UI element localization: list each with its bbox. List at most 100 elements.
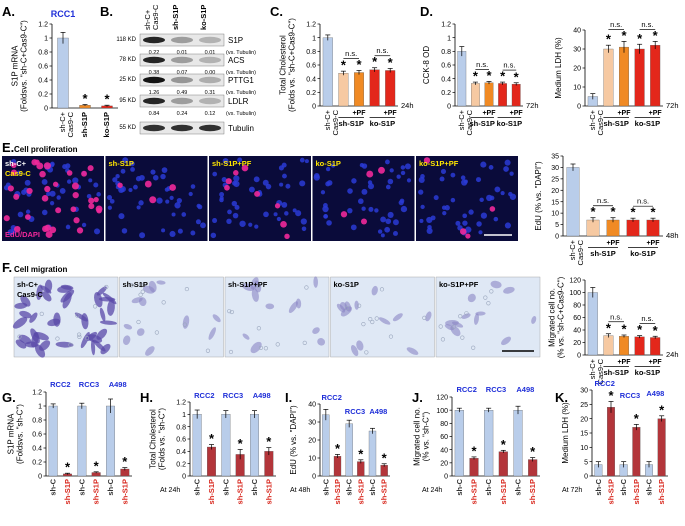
- x-tick-label: sh-S1P: [657, 479, 666, 504]
- cell-line-label: RCC2: [321, 393, 341, 402]
- blot-mw-label: 25 KD: [119, 77, 136, 83]
- nucleus-dot: [493, 216, 499, 222]
- nucleus-dot: [504, 222, 511, 229]
- migration-image: ko-S1P: [330, 276, 435, 358]
- nucleus-dot: [219, 196, 224, 201]
- blot-protein-label: S1P: [228, 36, 243, 45]
- nucleus-dot: [176, 197, 182, 204]
- bar: [454, 410, 464, 477]
- y-tick-label: 20: [573, 340, 581, 347]
- significance-star: *: [637, 322, 643, 337]
- image-background: [209, 156, 311, 241]
- nucleus-dot: [109, 199, 115, 204]
- nucleus-dot: [190, 230, 196, 236]
- bar: [619, 336, 629, 356]
- image-label: ko-S1P+PF: [439, 280, 479, 289]
- y-tick-label: 0.8: [306, 49, 316, 56]
- edu-dot: [73, 217, 80, 224]
- microscopy-image: sh-S1P: [105, 156, 208, 241]
- edu-dot: [117, 182, 123, 188]
- pore: [182, 322, 187, 327]
- stain-label: EdU/DAPI: [5, 230, 40, 239]
- nucleus-dot: [392, 219, 399, 226]
- bar: [650, 337, 661, 356]
- nucleus-dot: [350, 224, 357, 231]
- cell-shape: [378, 317, 391, 325]
- image-background: [119, 276, 224, 358]
- x-tick-label: sh-S1P: [120, 479, 129, 504]
- nucleus-dot: [233, 175, 240, 182]
- pore: [302, 340, 307, 346]
- nucleus-dot: [304, 159, 309, 164]
- image-background: [330, 276, 435, 358]
- x-tick-label: sh-C+Cas9-C: [323, 109, 340, 135]
- nucleus-dot: [486, 194, 493, 202]
- bar: [221, 414, 231, 477]
- migration-image: ko-S1P+PF: [435, 276, 541, 358]
- significance-star: *: [65, 460, 71, 475]
- nucleus-dot: [212, 171, 218, 177]
- pore: [258, 345, 264, 351]
- bar: [498, 451, 508, 477]
- label-line: S1P mRNA: [11, 45, 20, 86]
- nucleus-dot: [16, 170, 21, 175]
- nucleus-dot: [292, 208, 297, 213]
- bar: [528, 459, 538, 477]
- y-tick-label: 0: [182, 474, 186, 481]
- label-line: (% vs. "sh-C"): [422, 411, 431, 461]
- nucleus-dot: [107, 205, 112, 210]
- blot-band: [171, 56, 193, 64]
- y-tick-label: 60: [573, 315, 581, 322]
- y-tick-label: 0: [38, 474, 42, 481]
- pf-label: +PF: [352, 110, 366, 117]
- nucleus-dot: [475, 177, 482, 183]
- significance-star: *: [621, 322, 627, 337]
- edu-dot: [225, 178, 232, 185]
- bar: [207, 446, 216, 477]
- nucleus-dot: [41, 209, 48, 216]
- nucleus-dot: [233, 180, 240, 188]
- nucleus-dot: [122, 157, 129, 164]
- nucleus-dot: [138, 200, 144, 206]
- nucleus-dot: [59, 188, 66, 194]
- y-tick-label: 0: [312, 474, 316, 481]
- cell-shape: [425, 311, 432, 322]
- pf-label: +PF: [617, 110, 631, 117]
- nucleus-dot: [254, 224, 259, 229]
- x-tick-label: sh-S1P: [632, 479, 641, 504]
- edu-dot: [169, 184, 177, 191]
- y-tick-label: 10: [308, 456, 316, 463]
- y-tick-label: 10: [551, 211, 559, 218]
- panel-letter: J.: [412, 390, 423, 405]
- blot-lane-header: ko-S1P: [199, 5, 208, 30]
- nucleus-dot: [359, 162, 365, 168]
- nucleus-dot: [86, 193, 92, 199]
- group-label: ko-S1P: [635, 368, 660, 377]
- y-axis-label: Total Cholesterol(Folds vs. "sh-C"): [149, 408, 167, 470]
- panel-letter: D.: [420, 4, 433, 19]
- y-tick-label: 25: [580, 402, 588, 409]
- pore: [55, 336, 60, 341]
- significance-star: *: [238, 436, 244, 451]
- label-line: Total Cholesterol: [149, 409, 158, 469]
- bar: [354, 72, 364, 107]
- significance-star: *: [209, 431, 215, 446]
- cell-shape: [14, 302, 28, 309]
- nucleus-dot: [49, 190, 56, 197]
- bar: [77, 405, 87, 477]
- pore: [77, 334, 82, 340]
- y-axis-label: Total Cholesterol(Folds vs. "sh-C+Cas9-C…: [279, 18, 297, 112]
- y-tick-label: 0: [584, 474, 588, 481]
- edu-dot: [24, 214, 31, 220]
- label-line: Cas9-C: [66, 111, 75, 137]
- y-tick-label: 0.2: [441, 90, 451, 97]
- cell-shape: [501, 336, 511, 346]
- nucleus-dot: [463, 179, 468, 184]
- edu-dot: [241, 164, 249, 172]
- significance-star: *: [608, 388, 614, 403]
- significance-star: *: [335, 441, 341, 456]
- bar: [606, 219, 620, 237]
- nucleus-dot: [219, 191, 225, 197]
- nucleus-dot: [504, 159, 511, 166]
- pore: [161, 300, 166, 305]
